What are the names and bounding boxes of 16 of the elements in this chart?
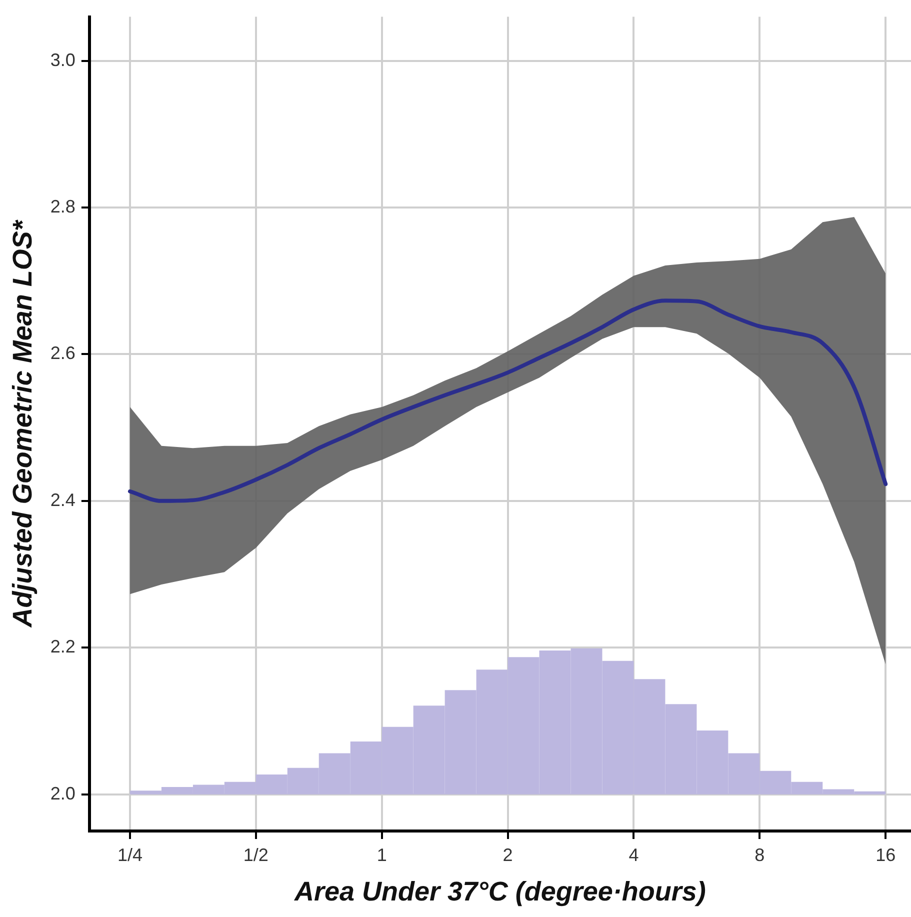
- x-tick-label: 4: [628, 844, 639, 865]
- y-tick-label: 2.2: [50, 636, 76, 657]
- x-tick-label: 8: [754, 844, 765, 865]
- x-axis-title: Area Under 37°C (degree·hours): [294, 876, 706, 906]
- y-axis-title: Adjusted Geometric Mean LOS*: [8, 219, 38, 628]
- x-tick-label: 16: [876, 844, 896, 865]
- y-tick-label: 2.4: [50, 490, 76, 510]
- x-tick-label: 2: [502, 844, 513, 865]
- line-series: [128, 298, 888, 503]
- y-tick-label: 2.8: [50, 196, 76, 216]
- x-tick-label: 1/2: [243, 844, 268, 865]
- y-tick-label: 3.0: [50, 50, 76, 70]
- y-tick-label: 2.6: [50, 343, 76, 364]
- y-tick-label: 2.0: [50, 783, 76, 804]
- x-tick-label: 1/4: [117, 844, 142, 865]
- x-tick-label: 1: [376, 844, 387, 865]
